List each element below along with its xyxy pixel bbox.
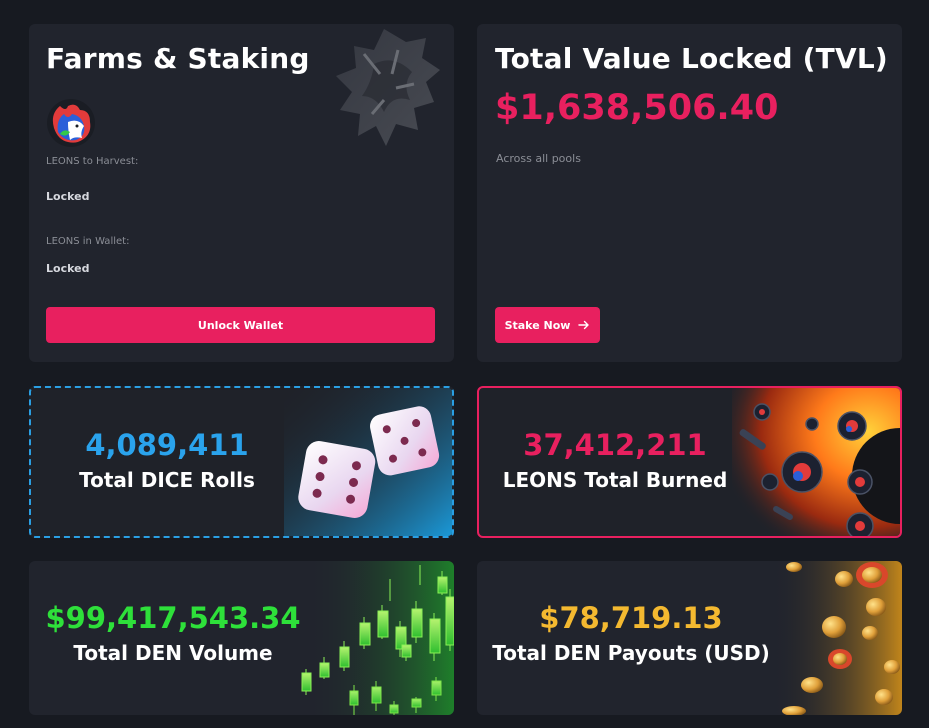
gold-coins-illustration-icon xyxy=(772,561,902,715)
unlock-wallet-button[interactable]: Unlock Wallet xyxy=(46,307,435,343)
farms-staking-card: Farms & Staking LEONS to Harvest: Locked… xyxy=(29,24,454,362)
payouts-stat: $78,719.13 Total DEN Payouts (USD) xyxy=(486,601,776,665)
dice-stat: 4,089,411 Total DICE Rolls xyxy=(31,428,307,492)
page-title: Farms & Staking xyxy=(46,42,310,75)
den-volume-value: $99,417,543.34 xyxy=(45,601,301,635)
tvl-value: $1,638,506.40 xyxy=(495,88,779,128)
arrow-right-icon xyxy=(578,320,590,330)
leons-burned-label: LEONS Total Burned xyxy=(502,468,728,492)
dice-rolls-value: 4,089,411 xyxy=(85,428,249,462)
tvl-card: Total Value Locked (TVL) $1,638,506.40 A… xyxy=(477,24,902,362)
tvl-title: Total Value Locked (TVL) xyxy=(495,42,888,75)
leons-burned-card: 37,412,211 LEONS Total Burned xyxy=(477,386,902,538)
dice-rolls-label: Total DICE Rolls xyxy=(79,468,255,492)
volume-stat: $99,417,543.34 Total DEN Volume xyxy=(29,601,323,665)
harvest-value: Locked xyxy=(46,190,90,203)
den-payouts-value: $78,719.13 xyxy=(539,601,723,635)
candlestick-bars-icon xyxy=(301,565,454,695)
wallet-label: LEONS in Wallet: xyxy=(46,236,130,247)
burn-stat: 37,412,211 LEONS Total Burned xyxy=(479,428,755,492)
tvl-subtitle: Across all pools xyxy=(496,152,581,165)
den-payouts-label: Total DEN Payouts (USD) xyxy=(492,641,770,665)
dice-rolls-card: 4,089,411 Total DICE Rolls xyxy=(29,386,454,538)
den-volume-card: $99,417,543.34 Total DEN Volume xyxy=(29,561,454,715)
stake-now-button[interactable]: Stake Now xyxy=(495,307,600,343)
wallet-value: Locked xyxy=(46,262,90,275)
harvest-label: LEONS to Harvest: xyxy=(46,156,139,167)
dice-illustration-icon xyxy=(284,388,452,536)
burning-coins-illustration-icon xyxy=(732,388,900,536)
lion-watermark-icon xyxy=(336,29,440,146)
stake-now-label: Stake Now xyxy=(504,318,571,332)
leons-logo-icon xyxy=(47,99,95,147)
candlestick-chart-icon xyxy=(304,561,454,715)
leons-burned-value: 37,412,211 xyxy=(523,428,707,462)
den-volume-label: Total DEN Volume xyxy=(73,641,273,665)
den-payouts-card: $78,719.13 Total DEN Payouts (USD) xyxy=(477,561,902,715)
